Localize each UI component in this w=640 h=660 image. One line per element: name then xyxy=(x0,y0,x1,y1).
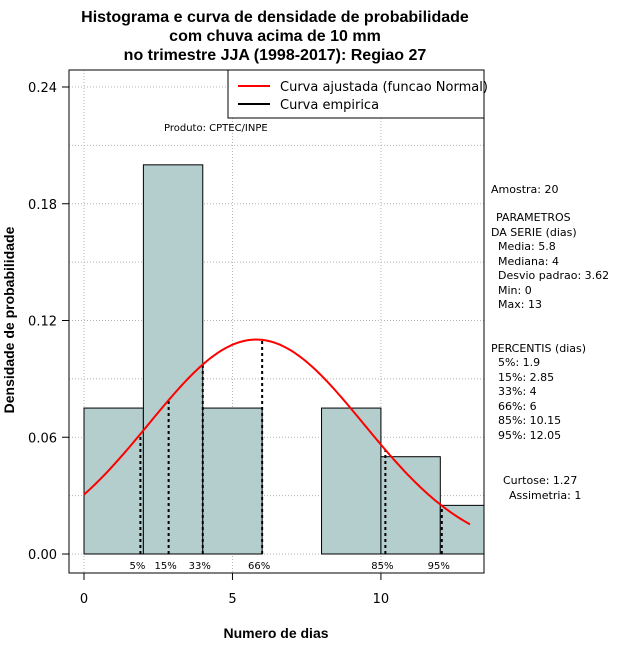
chart-title-line-2: com chuva acima de 10 mm xyxy=(169,28,381,45)
histogram-bar-5 xyxy=(380,456,441,555)
y-tick-label-4: 0.24 xyxy=(28,81,57,96)
stat-p95: 95%: 12.05 xyxy=(498,429,561,442)
stat-p5: 5%: 1.9 xyxy=(498,356,540,369)
stat-min: Min: 0 xyxy=(498,284,532,297)
stat-p15: 15%: 2.85 xyxy=(498,371,554,384)
percentile-label-4: 85% xyxy=(371,561,393,572)
stat-max: Max: 13 xyxy=(498,298,542,311)
stat-amostra: Amostra: 20 xyxy=(491,183,558,196)
stat-curtose: Curtose: 1.27 xyxy=(503,474,577,487)
x-tick-label-1: 5 xyxy=(228,592,236,607)
histogram-bar-4 xyxy=(321,407,382,555)
percentile-label-5: 95% xyxy=(428,561,450,572)
y-tick-label-1: 0.06 xyxy=(28,431,57,446)
percentile-label-0: 5% xyxy=(129,561,145,572)
stat-p85: 85%: 10.15 xyxy=(498,414,561,427)
histogram-bar-0 xyxy=(83,407,144,555)
x-tick-label-2: 10 xyxy=(373,592,390,607)
stat-media: Media: 5.8 xyxy=(498,240,556,253)
percentile-label-2: 33% xyxy=(189,561,211,572)
percentile-lines: 5% 15% 33% 66% 85% 95% xyxy=(129,339,450,572)
legend-box xyxy=(227,69,485,119)
y-tick-label-2: 0.12 xyxy=(28,315,57,330)
histogram-bar-6 xyxy=(439,504,485,555)
x-axis-label: Numero de dias xyxy=(223,625,328,641)
legend: Curva ajustada (funcao Normal) Curva emp… xyxy=(227,69,488,119)
chart-title-line-3: no trimestre JJA (1998-2017): Regiao 27 xyxy=(124,47,427,64)
normal-fit-curve-group xyxy=(83,338,471,526)
y-tick-label-3: 0.18 xyxy=(28,198,57,213)
percentile-label-1: 15% xyxy=(155,561,177,572)
histogram-bar-2 xyxy=(202,407,263,555)
stat-parametros-subtitle: DA SERIE (dias) xyxy=(491,226,577,239)
x-tick-label-0: 0 xyxy=(80,592,88,607)
legend-label-curve: Curva ajustada (funcao Normal) xyxy=(280,80,488,95)
stat-percentis-title: PERCENTIS (dias) xyxy=(491,342,586,355)
stat-assimetria: Assimetria: 1 xyxy=(509,489,581,502)
percentile-label-3: 66% xyxy=(248,561,270,572)
stat-p66: 66%: 6 xyxy=(498,400,537,413)
stat-p33: 33%: 4 xyxy=(498,385,537,398)
histogram-bars xyxy=(83,164,485,555)
stats-panel: Amostra: 20 PARAMETROS DA SERIE (dias) M… xyxy=(491,183,609,502)
chart-title-line-1: Histograma e curva de densidade de proba… xyxy=(81,9,469,26)
stat-parametros-title: PARAMETROS xyxy=(496,211,571,224)
legend-label-empirical: Curva empirica xyxy=(280,98,379,113)
normal-fit-curve xyxy=(83,338,471,526)
stat-mediana: Mediana: 4 xyxy=(498,255,559,268)
y-axis-label: Densidade de probabilidade xyxy=(1,226,17,413)
axis-ticks: 0 5 10 0.00 0.06 0.12 0.18 0.24 xyxy=(28,81,389,607)
y-tick-label-0: 0.00 xyxy=(28,548,57,563)
product-annotation: Produto: CPTEC/INPE xyxy=(164,123,268,134)
stat-desvio: Desvio padrao: 3.62 xyxy=(498,269,609,282)
histogram-bar-1 xyxy=(142,164,204,555)
